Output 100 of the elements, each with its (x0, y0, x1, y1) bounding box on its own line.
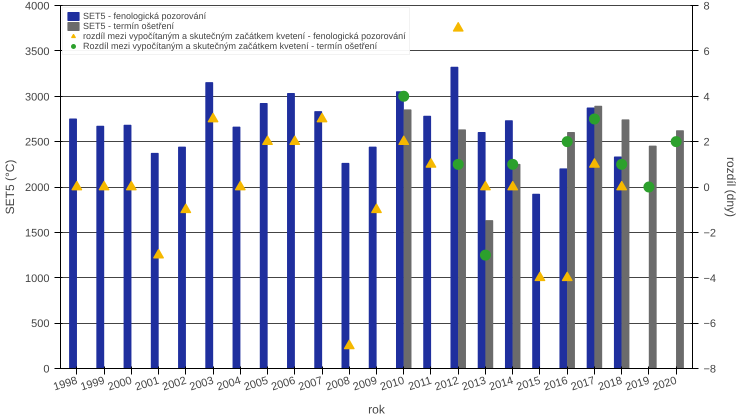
y2-tick-label: −4 (704, 272, 716, 285)
bar (567, 132, 575, 368)
bar (368, 146, 377, 368)
point (452, 158, 464, 170)
bar (232, 126, 240, 368)
point (234, 180, 246, 190)
x-tick-label: 2010 (378, 374, 406, 394)
point (180, 203, 192, 214)
y2-tick-label: −8 (704, 364, 716, 376)
bar (478, 132, 486, 368)
point (588, 158, 600, 168)
point (643, 182, 654, 192)
point (71, 180, 82, 190)
legend-label: SET5 - fenologická pozorování (83, 11, 206, 21)
y2-tick-label: −2 (704, 227, 716, 240)
y2-tick-label: 0 (704, 182, 710, 194)
bar (648, 146, 657, 368)
x-tick-label: 2000 (106, 374, 134, 394)
y-tick-label: 2500 (25, 136, 50, 149)
x-tick-label: 2003 (188, 374, 216, 394)
y-tick-label: 3500 (25, 46, 50, 58)
point (507, 158, 518, 170)
y-axis-title: SET5 (°C) (3, 160, 18, 214)
x-tick-label: 2019 (624, 374, 651, 394)
bar (586, 108, 595, 368)
x-tick-label: 2006 (270, 374, 297, 394)
bar (150, 152, 159, 368)
bar (485, 220, 494, 368)
y2-tick-label: −6 (704, 318, 716, 330)
point (452, 22, 464, 32)
point (507, 180, 518, 190)
y-tick-label: 500 (31, 318, 50, 330)
x-tick-label: 2001 (134, 374, 161, 394)
bar (396, 91, 404, 368)
y-tick-label: 1000 (25, 272, 50, 285)
bar (342, 162, 350, 368)
bar (260, 103, 268, 368)
y2-axis-title: rozdíl (dny) (724, 156, 738, 218)
point (562, 271, 573, 282)
point (316, 112, 328, 122)
point (480, 250, 491, 261)
y2-tick-label: 4 (704, 91, 710, 104)
bar (124, 124, 132, 368)
point (262, 135, 274, 146)
x-tick-label: 2011 (406, 374, 434, 394)
y-tick-label: 4000 (25, 0, 50, 12)
y-tick-label: 3000 (25, 91, 50, 104)
y2-tick-label: 2 (704, 136, 710, 149)
point (425, 158, 436, 168)
y-tick-label: 0 (43, 364, 50, 376)
point (98, 180, 110, 190)
x-tick-label: 2018 (596, 374, 624, 394)
bar (450, 66, 458, 368)
point (208, 112, 219, 122)
bar (205, 82, 214, 368)
x-tick-label: 2012 (433, 374, 460, 394)
point (534, 271, 546, 282)
x-tick-label: 2008 (324, 374, 352, 394)
x-axis-title: rok (368, 402, 386, 416)
x-tick-label: 2009 (352, 374, 379, 394)
x-tick-label: 2014 (488, 374, 515, 394)
bar (504, 120, 513, 368)
bar (96, 126, 104, 368)
point (126, 180, 137, 190)
point (398, 135, 410, 146)
bar (178, 146, 186, 368)
x-tick-label: 2007 (297, 374, 324, 394)
x-tick-label: 2002 (160, 374, 188, 394)
point (670, 136, 682, 148)
y-tick-label: 2000 (25, 182, 50, 194)
point (480, 180, 491, 190)
bar (287, 93, 295, 368)
y2-tick-label: 8 (704, 0, 710, 12)
bar (458, 129, 466, 368)
x-tick-label: 2013 (460, 374, 488, 394)
legend-label: SET5 - termín ošetření (83, 21, 174, 31)
x-tick-label: 2004 (215, 374, 242, 394)
x-tick-label: 2015 (515, 374, 542, 394)
legend-label: Rozdíl mezi vypočítaným a skutečným začátkem kvetení - termín ošetření (83, 41, 378, 51)
bar (614, 156, 622, 368)
bar (676, 130, 684, 368)
legend-label: rozdíl mezi vypočítaným a skutečným začátkem kvetení - fenologická pozorování (83, 31, 406, 41)
point (562, 136, 573, 148)
point (588, 113, 600, 124)
x-tick-label: 2017 (570, 374, 597, 394)
x-tick-label: 2020 (651, 374, 678, 394)
point (371, 203, 382, 214)
y2-tick-label: 6 (704, 46, 710, 58)
bar (594, 106, 602, 368)
bar (532, 194, 540, 368)
point (153, 248, 164, 258)
bar (559, 168, 568, 368)
x-tick-label: 2016 (542, 374, 570, 394)
bar (314, 111, 322, 368)
point (616, 158, 628, 170)
x-tick-label: 1999 (79, 374, 106, 394)
y-tick-label: 1500 (25, 227, 50, 240)
point (398, 90, 410, 102)
bar (423, 116, 432, 368)
point (289, 135, 300, 146)
